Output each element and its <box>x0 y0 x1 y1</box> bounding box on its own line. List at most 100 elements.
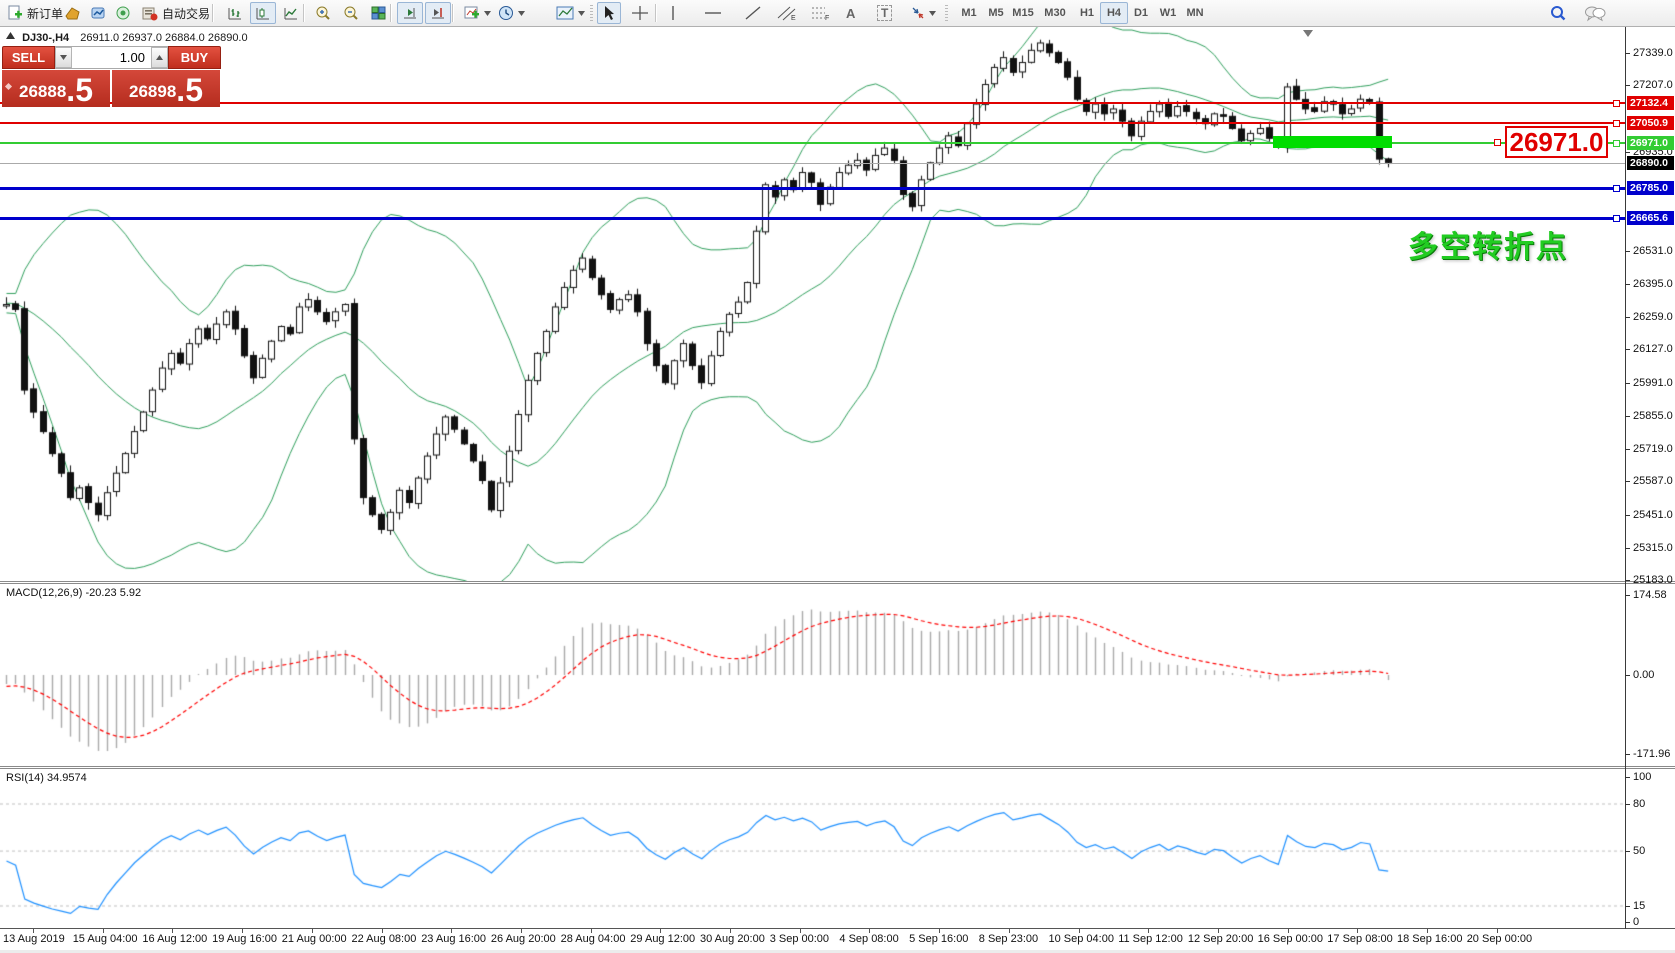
resistance-line-2[interactable] <box>0 122 1625 124</box>
callout-anchor-marker <box>1494 139 1501 146</box>
text-label-tool-button[interactable]: T <box>873 2 896 24</box>
search-button[interactable] <box>1545 2 1571 24</box>
timeframe-button-m5[interactable]: M5 <box>988 7 1004 19</box>
scale-tick-label: 15 <box>1633 900 1646 912</box>
time-tick-mark <box>381 929 383 933</box>
scale-tick-mark <box>1625 85 1630 86</box>
macd-label: MACD(12,26,9) -20.23 5.92 <box>6 587 142 599</box>
sell-button[interactable]: SELL <box>2 46 55 69</box>
signals-button[interactable] <box>111 2 135 24</box>
time-axis-label: 16 Aug 12:00 <box>142 933 208 945</box>
fibonacci-tool-button[interactable]: F <box>807 2 835 24</box>
auto-scroll-button[interactable] <box>397 2 423 24</box>
time-tick-mark <box>660 929 662 933</box>
indicators-icon <box>464 6 479 19</box>
pivot-line-green[interactable] <box>0 142 1625 144</box>
vertical-line-tool-button[interactable] <box>663 2 683 24</box>
profiles-button[interactable] <box>86 2 111 24</box>
channel-tool-button[interactable]: E <box>773 2 801 24</box>
time-axis-label: 16 Sep 00:00 <box>1257 933 1324 945</box>
periods-dropdown-button[interactable] <box>494 2 529 24</box>
macd-pane-separator[interactable] <box>0 581 1675 584</box>
time-tick-mark <box>1008 929 1010 933</box>
arrows-icon <box>912 7 924 19</box>
support-line-2-endpoint-marker[interactable] <box>1613 215 1620 222</box>
new-order-button[interactable]: 新订单 <box>3 2 67 24</box>
chart-shift-marker-icon[interactable] <box>1303 30 1313 37</box>
pivot-line-green-endpoint-marker[interactable] <box>1613 140 1620 147</box>
text-tool-button[interactable]: A <box>842 2 859 24</box>
resistance-line-1-endpoint-marker[interactable] <box>1613 100 1620 107</box>
scale-tick-label: 0.00 <box>1633 669 1655 681</box>
timeframe-button-w1[interactable]: W1 <box>1159 7 1177 19</box>
svg-text:F: F <box>825 15 829 21</box>
tile-windows-button[interactable] <box>366 2 391 24</box>
rsi-pane-separator[interactable] <box>0 766 1675 769</box>
cursor-tool-button[interactable] <box>597 2 621 24</box>
auto-trading-button[interactable]: 自动交易 <box>138 2 214 24</box>
indicators-dropdown-button[interactable] <box>459 2 495 24</box>
timeframe-button-h4[interactable]: H4 <box>1100 2 1128 24</box>
horizontal-line-tool-button[interactable] <box>700 2 726 24</box>
timeframe-button-m1[interactable]: M1 <box>961 7 977 19</box>
resistance-line-2-endpoint-marker[interactable] <box>1613 120 1620 127</box>
support-line-2[interactable] <box>0 217 1625 220</box>
time-axis-label: 20 Sep 00:00 <box>1466 933 1533 945</box>
buy-price-display[interactable]: 26898 .5 <box>112 70 220 107</box>
turning-point-annotation[interactable]: 多空转折点 <box>1408 231 1568 264</box>
time-tick-mark <box>172 929 174 933</box>
timeframe-button-mn[interactable]: MN <box>1186 7 1204 19</box>
zoom-out-icon <box>344 6 358 20</box>
volume-increase-button[interactable] <box>151 47 168 68</box>
time-tick-mark <box>869 929 871 933</box>
timeframe-button-d1[interactable]: D1 <box>1133 7 1149 19</box>
scale-tick-label: 25315.0 <box>1633 542 1673 554</box>
crosshair-tool-button[interactable] <box>627 2 653 24</box>
scale-tick-mark <box>1625 906 1630 907</box>
macd-pane-canvas <box>0 584 1625 766</box>
volume-decrease-button[interactable] <box>55 47 72 68</box>
timeframe-button-h1[interactable]: H1 <box>1079 7 1095 19</box>
current-price-line[interactable] <box>0 163 1625 164</box>
bar-chart-button[interactable] <box>222 2 248 24</box>
buy-button[interactable]: BUY <box>168 46 221 69</box>
candlestick-chart-button[interactable] <box>250 2 276 24</box>
cursor-icon <box>605 6 614 20</box>
scale-tick-mark <box>1625 284 1630 285</box>
price-callout-box[interactable]: 26971.0 <box>1505 126 1608 158</box>
window-bottom-strip <box>0 950 1675 953</box>
support-line-1-endpoint-marker[interactable] <box>1613 185 1620 192</box>
support-line-1[interactable] <box>0 187 1625 190</box>
timeframe-button-m30[interactable]: M30 <box>1044 7 1066 19</box>
scale-tick-label: 25587.0 <box>1633 475 1673 487</box>
zoom-out-button[interactable] <box>338 2 364 24</box>
scale-tick-mark <box>1625 317 1630 318</box>
line-chart-button[interactable] <box>278 2 304 24</box>
chart-shift-button[interactable] <box>425 2 451 24</box>
candlestick-chart-icon <box>256 8 269 20</box>
time-tick-mark <box>1357 929 1359 933</box>
time-axis[interactable]: 13 Aug 2019 15 Aug 04:00 16 Aug 12:00 19 Au… <box>0 929 1675 950</box>
new-order-label: 新订单 <box>27 6 64 21</box>
sell-price-display[interactable]: 26888 .5 <box>2 70 110 107</box>
auto-scroll-icon <box>404 8 416 19</box>
resistance-line-1[interactable] <box>0 102 1625 104</box>
collapse-arrow-icon[interactable] <box>6 32 15 40</box>
scale-tick-mark <box>1625 383 1630 384</box>
chat-button[interactable] <box>1580 2 1610 24</box>
trendline-tool-button[interactable] <box>740 2 766 24</box>
pivot-highlight-box[interactable] <box>1273 136 1392 148</box>
bar-chart-icon <box>228 8 241 20</box>
new-order-icon <box>8 5 22 20</box>
scale-tick-label: 27339.0 <box>1633 47 1673 59</box>
chevron-down-icon <box>484 10 491 16</box>
scale-tick-mark <box>1625 777 1630 778</box>
time-tick-mark <box>1496 929 1498 933</box>
arrows-dropdown-button[interactable] <box>906 2 940 24</box>
time-tick-mark <box>520 929 522 933</box>
templates-dropdown-button[interactable] <box>552 2 589 24</box>
zoom-in-button[interactable] <box>310 2 336 24</box>
volume-input[interactable] <box>72 47 151 68</box>
timeframe-button-m15[interactable]: M15 <box>1012 7 1034 19</box>
new-chart-button[interactable] <box>60 2 85 24</box>
